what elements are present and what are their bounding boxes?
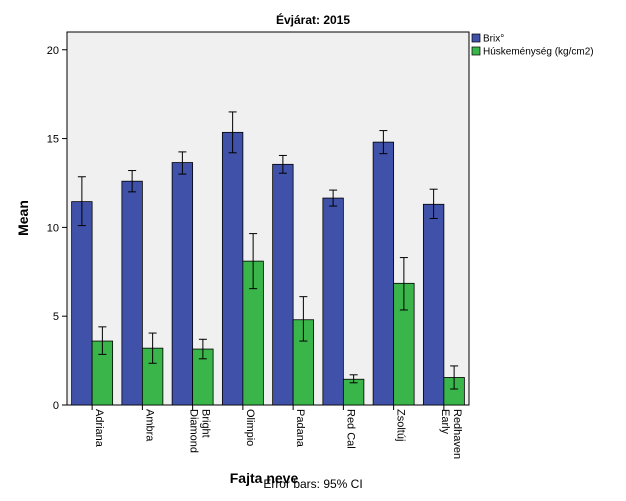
bar-brix bbox=[272, 163, 294, 406]
legend-label: Húskeménység (kg/cm2) bbox=[483, 47, 594, 58]
y-tick-label: 20 bbox=[47, 45, 59, 57]
x-tick-label: Zsoltúj bbox=[395, 409, 407, 441]
error-bar bbox=[429, 188, 438, 219]
bar-brix bbox=[171, 162, 194, 406]
error-bar bbox=[148, 332, 157, 364]
chart-title: Évjárat: 2015 bbox=[276, 12, 350, 27]
error-bar bbox=[98, 326, 107, 355]
error-bar bbox=[249, 233, 258, 290]
error-bar-note: Error bars: 95% CI bbox=[263, 477, 362, 491]
x-tick-label: Adriana bbox=[93, 409, 105, 448]
y-axis: 0 5 10 15 20 bbox=[47, 45, 67, 412]
x-tick-label: Olimpio bbox=[244, 409, 256, 446]
error-bar bbox=[178, 151, 187, 175]
y-tick-label: 5 bbox=[53, 311, 59, 323]
error-bar bbox=[329, 189, 338, 207]
error-bar bbox=[349, 374, 358, 384]
bar-brix bbox=[121, 180, 143, 406]
error-bar bbox=[77, 176, 86, 227]
bar-brix bbox=[221, 131, 244, 406]
legend-label: Brix° bbox=[483, 34, 504, 45]
error-bar bbox=[299, 296, 308, 342]
bar-brix bbox=[322, 197, 344, 406]
x-tick-label: EarlyRedhaven bbox=[439, 409, 463, 459]
bar-brix bbox=[422, 203, 445, 406]
x-axis: Adriana Ambra DiamondBright Olimpio Padana Re… bbox=[91, 405, 463, 459]
legend-swatch bbox=[471, 46, 481, 56]
error-bar bbox=[228, 111, 237, 154]
y-axis-title: Mean bbox=[15, 200, 31, 236]
x-tick-label: DiamondBright bbox=[188, 409, 212, 453]
x-tick-label: Ambra bbox=[143, 409, 155, 442]
y-tick-label: 0 bbox=[53, 400, 59, 412]
legend: Brix° Húskeménység (kg/cm2) bbox=[471, 33, 594, 58]
error-bar bbox=[379, 130, 388, 155]
error-bar bbox=[399, 257, 408, 311]
bar-brix bbox=[71, 201, 93, 406]
y-tick-label: 10 bbox=[47, 222, 59, 234]
error-bar bbox=[198, 338, 207, 360]
y-tick-label: 15 bbox=[47, 134, 59, 146]
error-bar bbox=[128, 170, 137, 193]
x-axis-title: Fajta neve bbox=[230, 470, 299, 486]
error-bar bbox=[450, 365, 459, 390]
x-tick-label: Padana bbox=[294, 409, 306, 448]
legend-swatch bbox=[471, 33, 481, 43]
error-bars bbox=[77, 111, 459, 390]
error-bar bbox=[278, 154, 287, 174]
x-tick-label: Red Cal bbox=[344, 409, 356, 449]
bars bbox=[71, 131, 465, 406]
bar-brix bbox=[372, 141, 395, 406]
